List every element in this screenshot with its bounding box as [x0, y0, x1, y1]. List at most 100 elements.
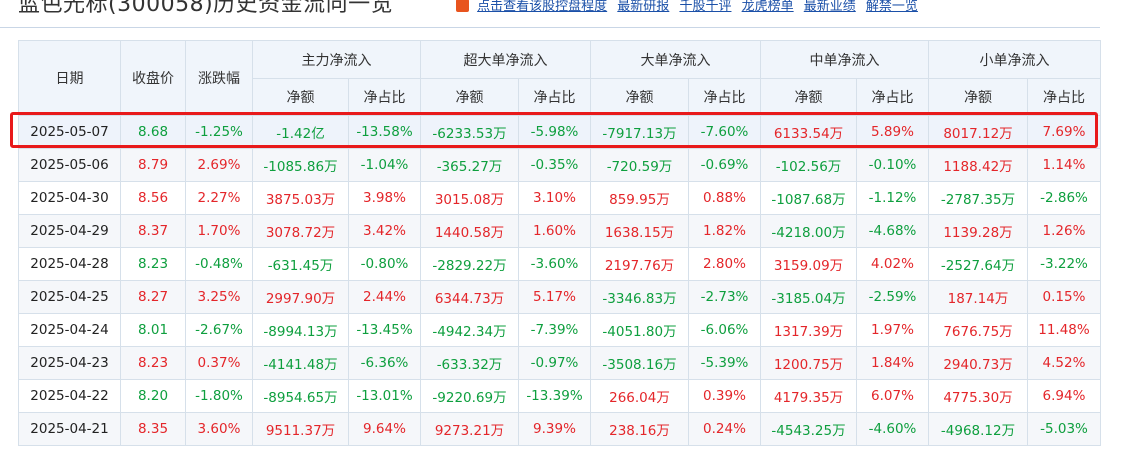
quick-links: 点击查看该股控盘程度 最新研报 千股千评 龙虎榜单 最新业绩 解禁一览 — [456, 0, 924, 14]
cell-medium-amount: 1317.39万 — [760, 313, 857, 347]
header-large-inflow: 大单净流入 — [590, 40, 761, 79]
cell-close: 8.20 — [120, 379, 186, 413]
subheader-amount: 净额 — [928, 78, 1028, 116]
cell-medium-ratio: -1.12% — [856, 181, 929, 215]
cell-main-amount: -4141.48万 — [252, 346, 349, 380]
table-row: 2025-04-29 8.37 1.70% 3078.72万 3.42% 1440.58万… — [18, 214, 1101, 248]
cell-large-ratio: 1.82% — [688, 214, 761, 248]
cell-small-amount: 1188.42万 — [928, 148, 1028, 182]
cell-close: 8.56 — [120, 181, 186, 215]
cell-large-ratio: 0.39% — [688, 379, 761, 413]
cell-small-ratio: 1.26% — [1027, 214, 1101, 248]
cell-change: -0.48% — [185, 247, 253, 281]
cell-change: -1.80% — [185, 379, 253, 413]
cell-super-amount: 1440.58万 — [420, 214, 519, 248]
link-stock-review[interactable]: 千股千评 — [679, 0, 732, 14]
cell-small-amount: 4775.30万 — [928, 379, 1028, 413]
cell-main-ratio: 2.44% — [348, 280, 421, 314]
table-body: 2025-05-07 8.68 -1.25% -1.42亿 -13.58% -6233.5… — [18, 115, 1101, 446]
cell-medium-amount: -102.56万 — [760, 148, 857, 182]
table-row: 2025-04-25 8.27 3.25% 2997.90万 2.44% 6344.73万… — [18, 280, 1101, 314]
cell-date: 2025-04-21 — [18, 412, 121, 446]
cell-small-ratio: 4.52% — [1027, 346, 1101, 380]
cell-close: 8.23 — [120, 247, 186, 281]
cell-super-ratio: -3.60% — [518, 247, 591, 281]
cell-small-amount: -2527.64万 — [928, 247, 1028, 281]
cell-medium-ratio: -2.59% — [856, 280, 929, 314]
table-row: 2025-04-30 8.56 2.27% 3875.03万 3.98% 3015.08万… — [18, 181, 1101, 215]
cell-date: 2025-05-06 — [18, 148, 121, 182]
subheader-amount: 净额 — [420, 78, 519, 116]
cell-large-ratio: -6.06% — [688, 313, 761, 347]
cell-super-ratio: -5.98% — [518, 115, 591, 149]
table-row: 2025-04-24 8.01 -2.67% -8994.13万 -13.45% -494… — [18, 313, 1101, 347]
cell-super-amount: -633.32万 — [420, 346, 519, 380]
subheader-amount: 净额 — [760, 78, 857, 116]
table-row: 2025-05-06 8.79 2.69% -1085.86万 -1.04% -365.2… — [18, 148, 1101, 182]
header-main-inflow: 主力净流入 — [252, 40, 421, 79]
table-row: 2025-05-07 8.68 -1.25% -1.42亿 -13.58% -6233.5… — [18, 115, 1101, 149]
cell-medium-ratio: 4.02% — [856, 247, 929, 281]
cell-date: 2025-04-29 — [18, 214, 121, 248]
cell-medium-ratio: 6.07% — [856, 379, 929, 413]
promo-icon — [456, 0, 469, 12]
cell-small-ratio: 6.94% — [1027, 379, 1101, 413]
cell-close: 8.01 — [120, 313, 186, 347]
cell-small-ratio: -3.22% — [1027, 247, 1101, 281]
cell-change: 2.69% — [185, 148, 253, 182]
link-earnings[interactable]: 最新业绩 — [803, 0, 856, 14]
cell-super-ratio: 9.39% — [518, 412, 591, 446]
cell-medium-amount: 4179.35万 — [760, 379, 857, 413]
cell-date: 2025-04-25 — [18, 280, 121, 314]
page-header: 蓝色光标(300058)历史资金流向一览 点击查看该股控盘程度 最新研报 千股千… — [0, 0, 1100, 28]
cell-close: 8.27 — [120, 280, 186, 314]
cell-small-ratio: 7.69% — [1027, 115, 1101, 149]
cell-super-ratio: -7.39% — [518, 313, 591, 347]
subheader-ratio: 净占比 — [348, 78, 421, 116]
header-change: 涨跌幅 — [185, 40, 253, 116]
cell-medium-ratio: -0.10% — [856, 148, 929, 182]
cell-small-amount: -2787.35万 — [928, 181, 1028, 215]
cell-main-ratio: -1.04% — [348, 148, 421, 182]
cell-medium-ratio: -4.60% — [856, 412, 929, 446]
cell-small-ratio: -5.03% — [1027, 412, 1101, 446]
cell-main-ratio: 9.64% — [348, 412, 421, 446]
cell-super-ratio: 5.17% — [518, 280, 591, 314]
cell-change: 0.37% — [185, 346, 253, 380]
cell-date: 2025-05-07 — [18, 115, 121, 149]
cell-medium-amount: -1087.68万 — [760, 181, 857, 215]
cell-change: 1.70% — [185, 214, 253, 248]
cell-small-amount: 1139.28万 — [928, 214, 1028, 248]
cell-main-amount: 9511.37万 — [252, 412, 349, 446]
cell-main-amount: -1.42亿 — [252, 115, 349, 149]
cell-super-amount: -6233.53万 — [420, 115, 519, 149]
table-row: 2025-04-28 8.23 -0.48% -631.45万 -0.80% -2829.… — [18, 247, 1101, 281]
cell-main-ratio: -6.36% — [348, 346, 421, 380]
cell-large-amount: 1638.15万 — [590, 214, 689, 248]
table-row: 2025-04-22 8.20 -1.80% -8954.65万 -13.01% -922… — [18, 379, 1101, 413]
cell-medium-amount: -4543.25万 — [760, 412, 857, 446]
cell-super-ratio: -0.97% — [518, 346, 591, 380]
link-research[interactable]: 最新研报 — [617, 0, 670, 14]
cell-large-ratio: 0.88% — [688, 181, 761, 215]
cell-change: 3.60% — [185, 412, 253, 446]
cell-date: 2025-04-23 — [18, 346, 121, 380]
cell-large-ratio: -7.60% — [688, 115, 761, 149]
cell-large-amount: 266.04万 — [590, 379, 689, 413]
cell-super-amount: -9220.69万 — [420, 379, 519, 413]
header-date: 日期 — [18, 40, 121, 116]
subheader-amount: 净额 — [590, 78, 689, 116]
cell-large-ratio: 2.80% — [688, 247, 761, 281]
subheader-ratio: 净占比 — [1027, 78, 1101, 116]
link-dragon-tiger[interactable]: 龙虎榜单 — [741, 0, 794, 14]
cell-large-amount: -3508.16万 — [590, 346, 689, 380]
link-unlock[interactable]: 解禁一览 — [865, 0, 918, 14]
cell-large-amount: -720.59万 — [590, 148, 689, 182]
cell-medium-amount: 3159.09万 — [760, 247, 857, 281]
cell-date: 2025-04-30 — [18, 181, 121, 215]
link-control-degree[interactable]: 点击查看该股控盘程度 — [477, 0, 608, 14]
cell-super-ratio: 3.10% — [518, 181, 591, 215]
cell-super-ratio: -0.35% — [518, 148, 591, 182]
table-row: 2025-04-23 8.23 0.37% -4141.48万 -6.36% -633.3… — [18, 346, 1101, 380]
cell-main-amount: -1085.86万 — [252, 148, 349, 182]
